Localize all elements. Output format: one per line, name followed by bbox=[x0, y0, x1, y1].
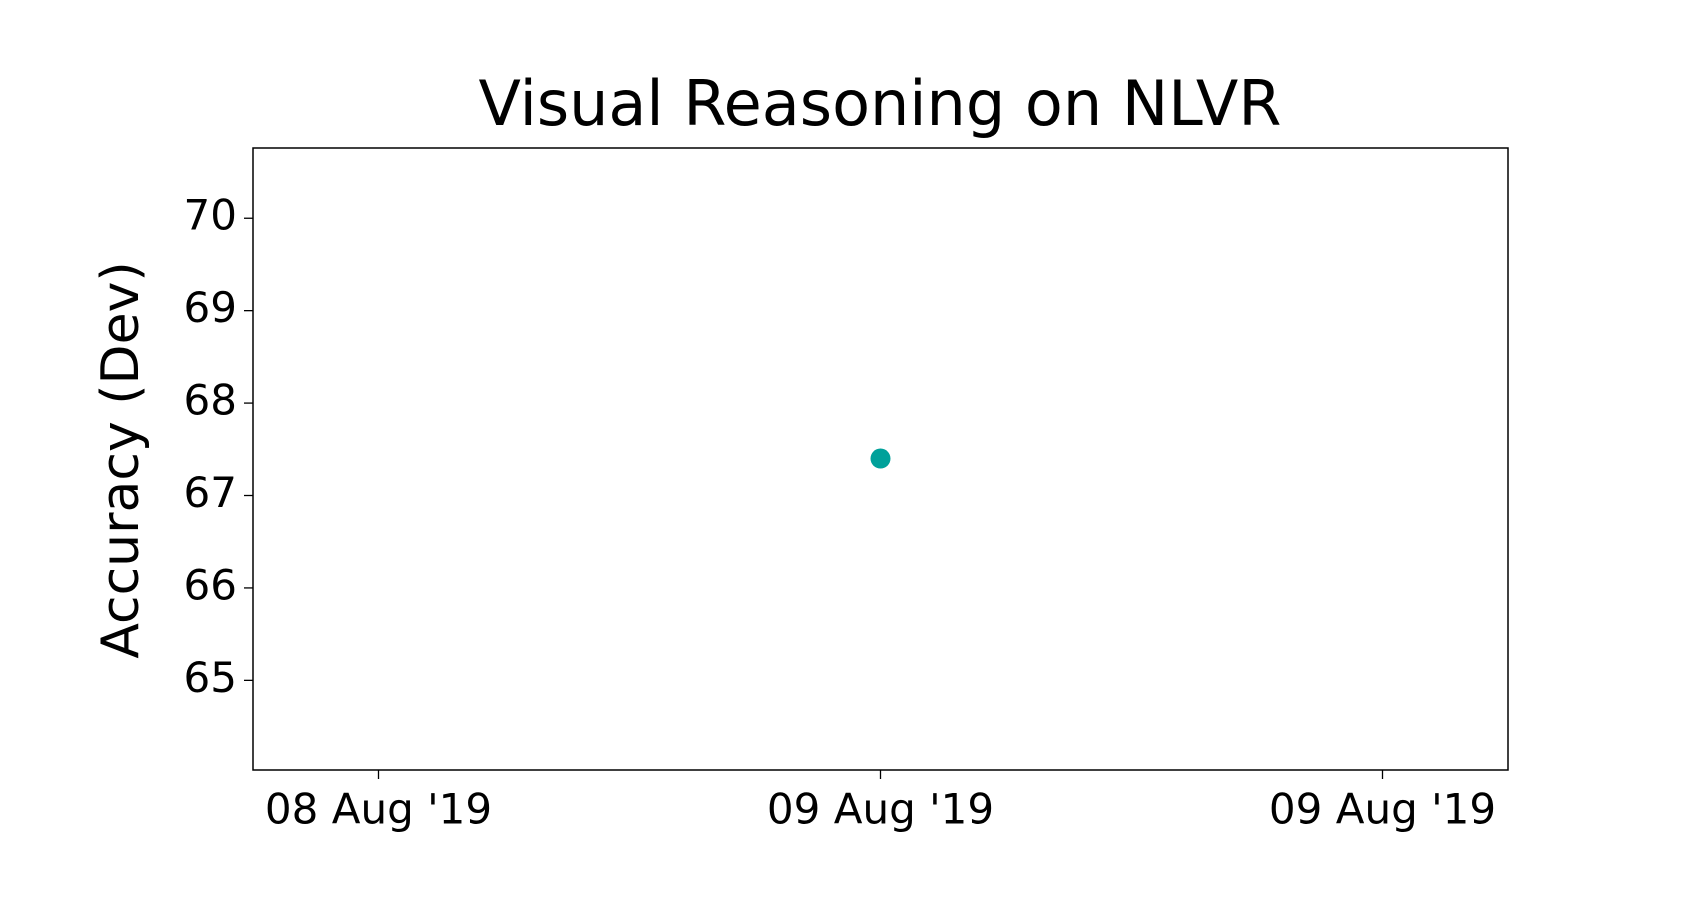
x-tick-label: 08 Aug '19 bbox=[265, 785, 492, 834]
x-tick-label: 09 Aug '19 bbox=[1269, 785, 1496, 834]
y-tick-label: 65 bbox=[184, 653, 237, 702]
y-tick-label: 68 bbox=[184, 376, 237, 425]
y-tick-label: 66 bbox=[184, 560, 237, 609]
chart-title: Visual Reasoning on NLVR bbox=[479, 67, 1282, 140]
y-axis-label: Accuracy (Dev) bbox=[91, 261, 151, 658]
y-tick-label: 70 bbox=[184, 191, 237, 240]
point bbox=[870, 448, 891, 469]
x-tick-label: 09 Aug '19 bbox=[767, 785, 994, 834]
y-tick-label: 67 bbox=[184, 468, 237, 517]
y-tick-label: 69 bbox=[184, 283, 237, 332]
